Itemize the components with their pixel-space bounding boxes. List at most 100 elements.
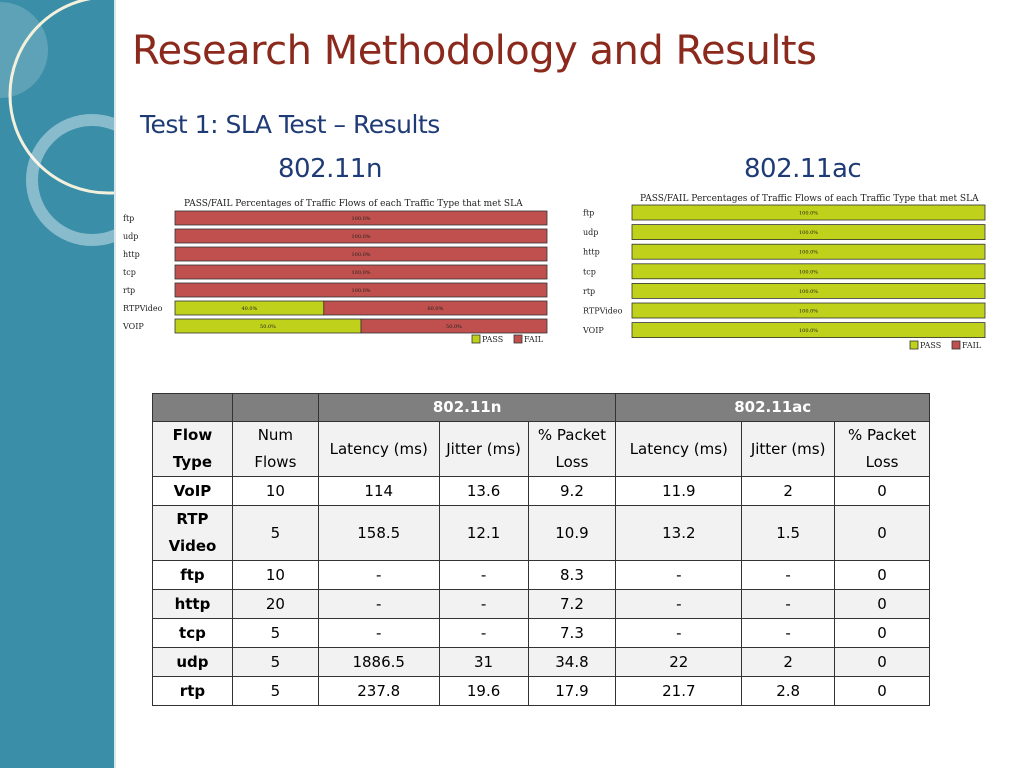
table-cell: 0	[834, 505, 930, 561]
bar-value-label: 50.0%	[446, 324, 462, 330]
category-label: tcp	[123, 268, 136, 277]
category-label: rtp	[123, 286, 135, 295]
legend-swatch-pass	[909, 340, 919, 350]
table-cell: -	[615, 589, 743, 619]
table-cell: -	[438, 618, 529, 648]
chart-80211n: PASS/FAIL Percentages of Traffic Flows o…	[122, 199, 548, 344]
table-cell: 1.5	[741, 505, 836, 561]
table-cell: -	[741, 618, 836, 648]
table-cell: 1886.5	[317, 647, 440, 677]
table-cell: 31	[438, 647, 529, 677]
bar-segment-fail	[174, 282, 548, 298]
flow-type-cell: http	[152, 589, 233, 619]
bar-segment-pass	[631, 302, 986, 319]
bar-segment-pass	[631, 224, 986, 240]
legend-swatch-fail	[513, 334, 523, 344]
table-cell: 11.9	[615, 476, 743, 506]
category-label: ftp	[123, 214, 134, 223]
bar-segment-fail	[174, 228, 548, 244]
table-row: RTP Video 5 158.5 12.1 10.9 13.2 1.5 0	[152, 505, 930, 561]
legend-swatch-fail	[951, 340, 961, 350]
bar-segment-pass	[631, 263, 986, 280]
table-row: ftp 10- -8.3- -0	[152, 560, 930, 590]
chart-title: PASS/FAIL Percentages of Traffic Flows o…	[184, 199, 523, 209]
table-cell: -	[317, 589, 440, 619]
table-cell: 5	[231, 647, 319, 677]
table-cell: 22	[615, 647, 743, 677]
slide-title: Research Methodology and Results	[132, 28, 817, 74]
category-label: RTPVideo	[123, 304, 163, 313]
table-cell: 0	[834, 647, 930, 677]
table-cell: 19.6	[438, 676, 529, 706]
legend-label: FAIL	[962, 341, 982, 350]
sidebar-decoration	[0, 0, 114, 768]
table-cell: 8.3	[527, 560, 617, 590]
group-header-80211ac: 802.11ac	[615, 393, 930, 422]
table-corner-cell	[152, 393, 233, 422]
bar-value-label: 50.0%	[260, 324, 276, 330]
table-cell: 2	[741, 476, 836, 506]
bar-value-label: 100.0%	[799, 289, 818, 295]
bar-segment-pass	[631, 204, 986, 221]
column-header: Num Flows	[231, 421, 319, 477]
table-cell: -	[615, 560, 743, 590]
category-label: http	[583, 248, 600, 257]
table-cell: 5	[231, 676, 319, 706]
table-row: udp 5 1886.5 31 34.8 22 2 0	[152, 647, 930, 677]
table-cell: 158.5	[317, 505, 440, 561]
category-label: VOIP	[122, 322, 144, 331]
bar-value-label: 100.0%	[799, 230, 818, 236]
flow-type-cell: tcp	[152, 618, 233, 648]
table-cell: 10	[231, 560, 319, 590]
table-cell: 21.7	[615, 676, 743, 706]
column-header: % Packet Loss	[527, 421, 617, 477]
table-group-header-row: 802.11n 802.11ac	[152, 393, 930, 422]
table-row: VoIP 10 114 13.6 9.2 11.9 2 0	[152, 476, 930, 506]
column-header: Latency (ms)	[615, 421, 743, 477]
table-row: tcp 5- -7.3- -0	[152, 618, 930, 648]
table-row: http 20- -7.2- -0	[152, 589, 930, 619]
category-label: udp	[123, 232, 138, 241]
table-cell: 13.6	[438, 476, 529, 506]
chart-title: PASS/FAIL Percentages of Traffic Flows o…	[640, 194, 979, 204]
category-label: ftp	[583, 209, 594, 218]
column-header: Jitter (ms)	[741, 421, 836, 477]
table-cell: 9.2	[527, 476, 617, 506]
table-cell: 0	[834, 476, 930, 506]
flow-type-cell: VoIP	[152, 476, 233, 506]
table-cell: 0	[834, 676, 930, 706]
table-cell: -	[741, 560, 836, 590]
table-corner-cell	[231, 393, 319, 422]
bar-value-label: 100.0%	[351, 270, 370, 276]
bar-value-label: 60.0%	[427, 306, 443, 312]
category-label: http	[123, 250, 140, 259]
bar-value-label: 100.0%	[351, 252, 370, 258]
chart-heading-80211n: 802.11n	[278, 154, 382, 184]
category-label: RTPVideo	[583, 307, 623, 316]
bar-value-label: 100.0%	[799, 269, 818, 275]
table-body: VoIP 10 114 13.6 9.2 11.9 2 0 RTP Video 5 158.5 12.…	[152, 476, 930, 706]
table-cell: 5	[231, 618, 319, 648]
bar-value-label: 100.0%	[799, 211, 818, 217]
table-cell: -	[615, 618, 743, 648]
column-header: Jitter (ms)	[438, 421, 529, 477]
bar-value-label: 40.0%	[241, 306, 257, 312]
sidebar-rule	[114, 0, 116, 768]
category-label: tcp	[583, 267, 596, 276]
table-cell: 0	[834, 618, 930, 648]
legend-swatch-pass	[471, 334, 481, 344]
bar-value-label: 100.0%	[799, 250, 818, 256]
table-cell: 2.8	[741, 676, 836, 706]
table-cell: 237.8	[317, 676, 440, 706]
legend-label: PASS	[482, 335, 503, 344]
table-cell: 5	[231, 505, 319, 561]
category-label: udp	[583, 228, 598, 237]
bar-segment-pass	[631, 283, 986, 299]
table-cell: -	[317, 560, 440, 590]
category-label: rtp	[583, 287, 595, 296]
column-header: Latency (ms)	[317, 421, 440, 477]
bar-segment-fail	[174, 264, 548, 280]
bar-value-label: 100.0%	[351, 234, 370, 240]
bar-segment-fail	[360, 318, 548, 334]
chart-heading-80211ac: 802.11ac	[744, 154, 862, 184]
